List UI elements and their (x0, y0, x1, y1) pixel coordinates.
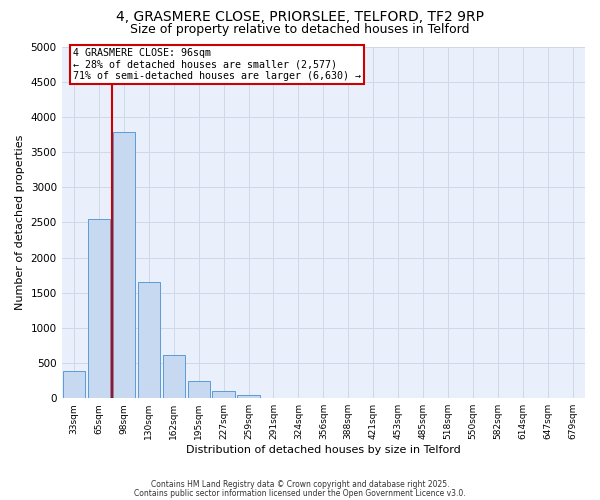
Bar (163, 354, 185, 398)
Bar (212, 391, 235, 398)
Text: Contains public sector information licensed under the Open Government Licence v3: Contains public sector information licen… (134, 488, 466, 498)
Bar (113, 132, 135, 398)
Text: Size of property relative to detached houses in Telford: Size of property relative to detached ho… (130, 22, 470, 36)
Bar (188, 380, 210, 398)
Text: Contains HM Land Registry data © Crown copyright and database right 2025.: Contains HM Land Registry data © Crown c… (151, 480, 449, 489)
Text: 4, GRASMERE CLOSE, PRIORSLEE, TELFORD, TF2 9RP: 4, GRASMERE CLOSE, PRIORSLEE, TELFORD, T… (116, 10, 484, 24)
Bar (137, 282, 160, 398)
Bar (238, 394, 260, 398)
X-axis label: Distribution of detached houses by size in Telford: Distribution of detached houses by size … (186, 445, 461, 455)
Bar (63, 372, 85, 398)
Y-axis label: Number of detached properties: Number of detached properties (15, 134, 25, 310)
Bar (88, 219, 110, 398)
Text: 4 GRASMERE CLOSE: 96sqm
← 28% of detached houses are smaller (2,577)
71% of semi: 4 GRASMERE CLOSE: 96sqm ← 28% of detache… (73, 48, 361, 81)
